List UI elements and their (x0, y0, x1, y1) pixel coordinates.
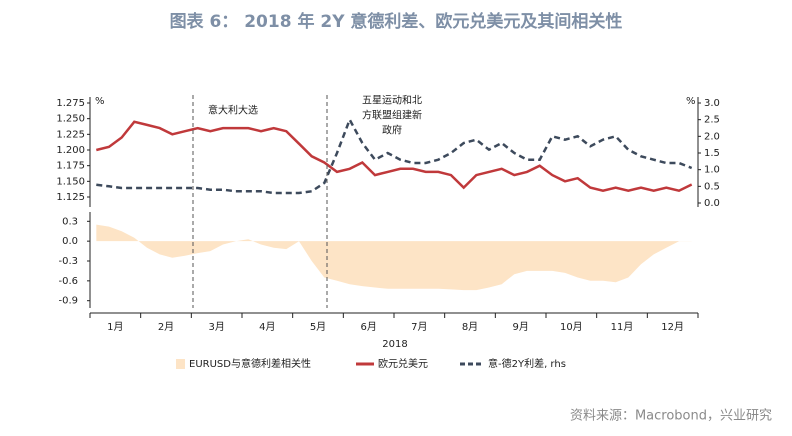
chart-title: 图表 6： 2018 年 2Y 意德利差、欧元兑美元及其间相关性 (170, 11, 623, 32)
line (96, 120, 693, 193)
x-tick-label: 7月 (411, 321, 427, 333)
y2-tick-label: 0.0 (704, 198, 720, 209)
annotation: 政府 (382, 124, 402, 137)
y3-tick-label: -0.9 (58, 296, 78, 307)
y-tick-label: 1.125 (56, 192, 85, 203)
y-tick-label: 1.250 (56, 114, 85, 125)
x-tick-label: 5月 (310, 321, 326, 333)
x-axis-label: 2018 (382, 339, 407, 350)
y-tick-label: 1.200 (56, 145, 85, 156)
x-tick-label: 6月 (360, 321, 376, 333)
annotation: 方联盟组建新 (362, 109, 422, 122)
y-tick-label: 1.275 (56, 98, 85, 109)
x-tick-label: 8月 (462, 321, 478, 333)
legend-label: 意-德2Y利差, rhs (488, 357, 566, 370)
y2-axis-label: % (686, 96, 696, 107)
y2-tick-label: 0.5 (704, 181, 720, 192)
x-tick-label: 10月 (560, 321, 583, 333)
line (96, 116, 693, 195)
x-tick-label: 3月 (208, 321, 224, 333)
x-tick-label: 4月 (259, 321, 275, 333)
y-axis-label: % (95, 96, 105, 107)
x-tick-label: 12月 (661, 321, 684, 333)
source: 资料来源：Macrobond，兴业研究 (570, 409, 772, 424)
y-tick-label: 1.150 (56, 176, 85, 187)
y3-tick-label: 0.3 (62, 216, 78, 227)
y3-tick-label: -0.3 (58, 256, 78, 267)
legend-label: 欧元兑美元 (378, 357, 428, 370)
x-tick-label: 2月 (158, 321, 174, 333)
y2-tick-label: 1.5 (704, 148, 720, 159)
legend-label: EURUSD与意德利差相关性 (189, 357, 311, 370)
x-tick-label: 9月 (512, 321, 528, 333)
y-tick-label: 1.175 (56, 161, 85, 172)
y2-tick-label: 2.5 (704, 115, 720, 126)
x-tick-label: 1月 (107, 321, 123, 333)
y2-tick-label: 1.0 (704, 165, 720, 176)
area (96, 224, 692, 291)
annotation: 五星运动和北 (362, 95, 422, 107)
y3-tick-label: -0.6 (58, 276, 78, 287)
legend-swatch (176, 359, 185, 369)
x-tick-label: 11月 (611, 321, 634, 333)
annotation: 意大利大选 (208, 104, 258, 117)
y2-tick-label: 3.0 (704, 98, 720, 109)
y2-tick-label: 2.0 (704, 131, 720, 142)
y3-tick-label: 0.0 (62, 236, 78, 247)
y-tick-label: 1.225 (56, 129, 85, 140)
